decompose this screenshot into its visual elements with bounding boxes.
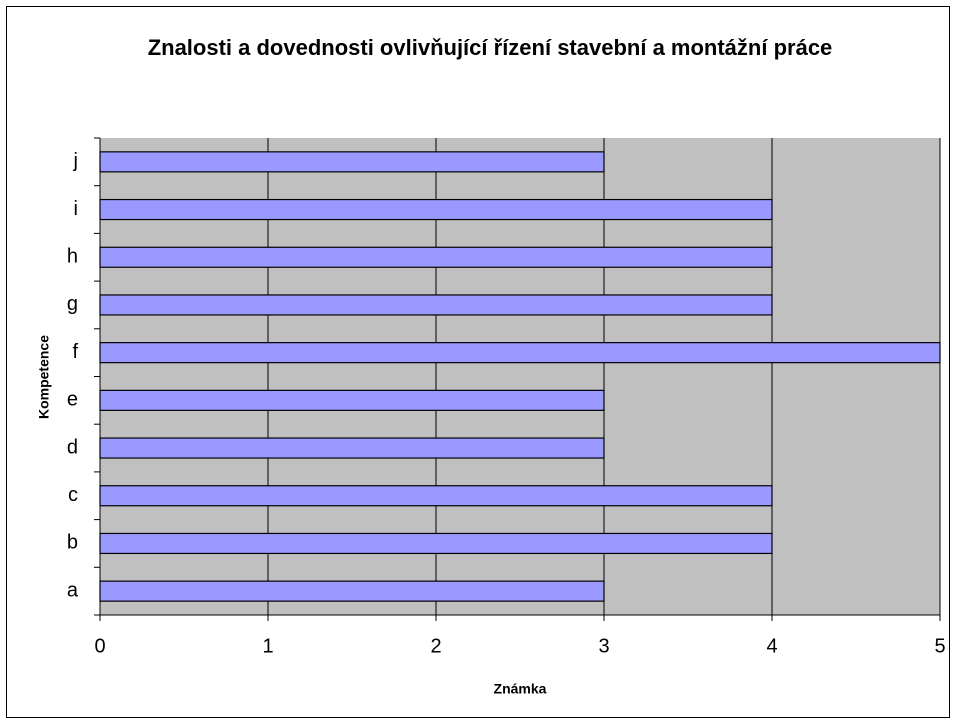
x-tick-label: 2 (430, 635, 441, 657)
bar (99, 580, 605, 602)
y-tick-label: d (67, 436, 78, 458)
x-tick-label: 3 (598, 635, 609, 657)
bar (99, 342, 941, 364)
bar (99, 198, 773, 221)
bar (99, 246, 773, 268)
chart-title: Znalosti a dovednosti ovlivňující řízení… (147, 35, 833, 60)
x-axis-label: Známka (494, 681, 547, 697)
x-tick-label: 1 (262, 635, 273, 657)
x-tick-label: 4 (766, 635, 777, 657)
x-tick-label: 0 (94, 635, 105, 657)
y-tick-label: b (67, 532, 78, 554)
y-tick-label: f (72, 341, 78, 363)
y-tick-label: h (67, 246, 78, 268)
bar (99, 151, 605, 173)
x-tick-label: 5 (934, 635, 945, 657)
bar (99, 437, 605, 459)
bar (99, 532, 773, 555)
bar (99, 485, 773, 507)
y-tick-label: a (67, 579, 79, 601)
y-axis-label: Kompetence (36, 335, 52, 419)
y-tick-label: g (67, 293, 78, 315)
y-tick-label: i (74, 198, 78, 220)
y-tick-label: e (67, 389, 78, 411)
y-tick-label: c (68, 484, 78, 506)
bar (99, 294, 773, 316)
bar (99, 389, 605, 411)
y-tick-label: j (73, 150, 78, 172)
